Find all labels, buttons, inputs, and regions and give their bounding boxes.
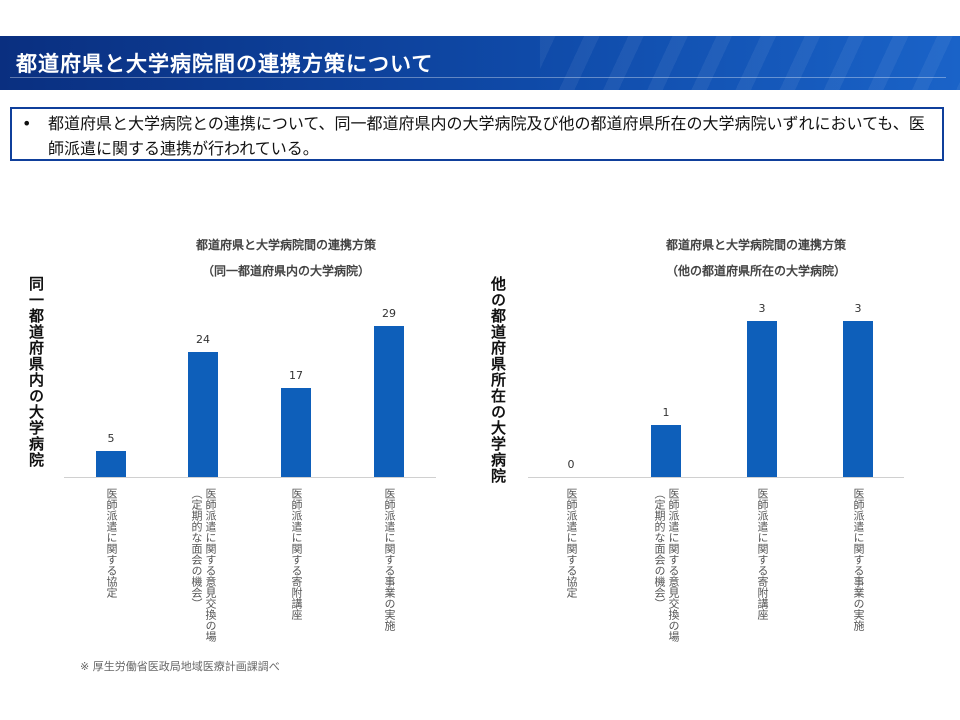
chart1-title-block: 都道府県と大学病院間の連携方策 （同一都道府県内の大学病院） <box>136 232 436 284</box>
footnote: ※ 厚生労働省医政局地域医療計画課調べ <box>80 660 280 673</box>
chart2-value-label-1: 0 <box>567 458 575 471</box>
chart1-value-label-1: 5 <box>107 431 115 445</box>
chart2-bar-2 <box>651 425 681 477</box>
chart2-x-axis <box>528 477 904 478</box>
chart2-bar-3 <box>747 321 777 477</box>
chart1-value-label-4: 29 <box>382 307 396 320</box>
chart2-ylabel: 他の都道府県所在の大学病院 <box>489 276 507 484</box>
chart2-value-label-3: 3 <box>758 302 766 315</box>
chart2-category-label-2: 医師派遣に関する意見交換の場 （定期的な面会の機会） <box>653 488 680 642</box>
chart1-value-label-3: 17 <box>289 369 303 383</box>
chart1-bar-4 <box>374 326 404 477</box>
title-underline <box>10 77 946 78</box>
slide-header: 都道府県と大学病院間の連携方策について <box>0 36 960 90</box>
bullet-marker: • <box>22 114 32 133</box>
chart1-value-label-2: 24 <box>196 333 210 347</box>
summary-text: 都道府県と大学病院との連携について、同一都道府県内の大学病院及び他の都道府県所在… <box>48 114 925 158</box>
slide-title: 都道府県と大学病院間の連携方策について <box>16 52 434 76</box>
chart1-subtitle: （同一都道府県内の大学病院） <box>201 264 370 278</box>
chart1-x-axis <box>64 477 436 478</box>
header-decoration <box>540 36 960 90</box>
chart2-category-label-3: 医師派遣に関する寄附講座 <box>756 488 769 620</box>
chart1-bar-3 <box>281 388 311 477</box>
chart2-value-label-2: 1 <box>662 406 670 419</box>
chart2-title-block: 都道府県と大学病院間の連携方策 （他の都道府県所在の大学病院） <box>606 232 906 284</box>
chart1-category-label-2: 医師派遣に関する意見交換の場 （定期的な面会の機会） <box>190 488 217 642</box>
chart1-category-label-4: 医師派遣に関する事業の実施 <box>383 488 396 631</box>
chart1-ylabel: 同一都道府県内の大学病院 <box>27 276 45 468</box>
chart2-bar-4 <box>843 321 873 477</box>
chart2-title: 都道府県と大学病院間の連携方策 <box>665 238 846 252</box>
chart2-category-label-1: 医師派遣に関する協定 <box>565 488 578 598</box>
chart2-value-label-4: 3 <box>854 302 862 315</box>
chart2-subtitle: （他の都道府県所在の大学病院） <box>665 264 846 278</box>
chart1-category-label-1: 医師派遣に関する協定 <box>105 488 118 598</box>
summary-box: • 都道府県と大学病院との連携について、同一都道府県内の大学病院及び他の都道府県… <box>10 107 944 161</box>
chart1-category-label-3: 医師派遣に関する寄附講座 <box>290 488 303 620</box>
chart1-bar-1 <box>96 450 126 477</box>
chart1-bar-2 <box>188 352 218 477</box>
chart2-category-label-4: 医師派遣に関する事業の実施 <box>852 488 865 631</box>
chart1-title: 都道府県と大学病院間の連携方策 <box>195 238 376 252</box>
